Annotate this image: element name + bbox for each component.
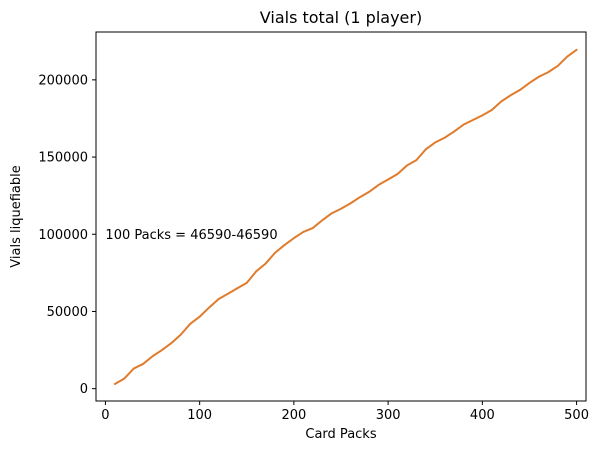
y-tick-label: 100000: [38, 228, 88, 243]
annotation-text: 100 Packs = 46590-46590: [105, 228, 277, 243]
x-axis-label: Card Packs: [305, 427, 376, 442]
x-tick-label: 500: [564, 408, 589, 423]
plot-frame: [95, 31, 587, 402]
x-tick-label: 200: [281, 408, 306, 423]
plot-layer: [113, 48, 578, 386]
y-axis-label: Vials liquefiable: [9, 165, 24, 267]
x-tick-label: 0: [101, 408, 109, 423]
x-tick-label: 100: [187, 408, 212, 423]
y-tick-label: 200000: [38, 73, 88, 88]
y-tick-label: 150000: [38, 151, 88, 166]
text-layer: Vials total (1 player) Card Packs Vials …: [9, 8, 422, 442]
y-tick-label: 50000: [47, 305, 88, 320]
x-tick-label: 400: [470, 408, 495, 423]
x-tick-label: 300: [376, 408, 401, 423]
axes-layer: 0 100 200 300 400 500 0 50000 100000 150000 200000: [38, 31, 589, 423]
y-tick-label: 0: [80, 382, 88, 397]
series-line: [113, 48, 578, 386]
chart-title: Vials total (1 player): [260, 8, 422, 27]
